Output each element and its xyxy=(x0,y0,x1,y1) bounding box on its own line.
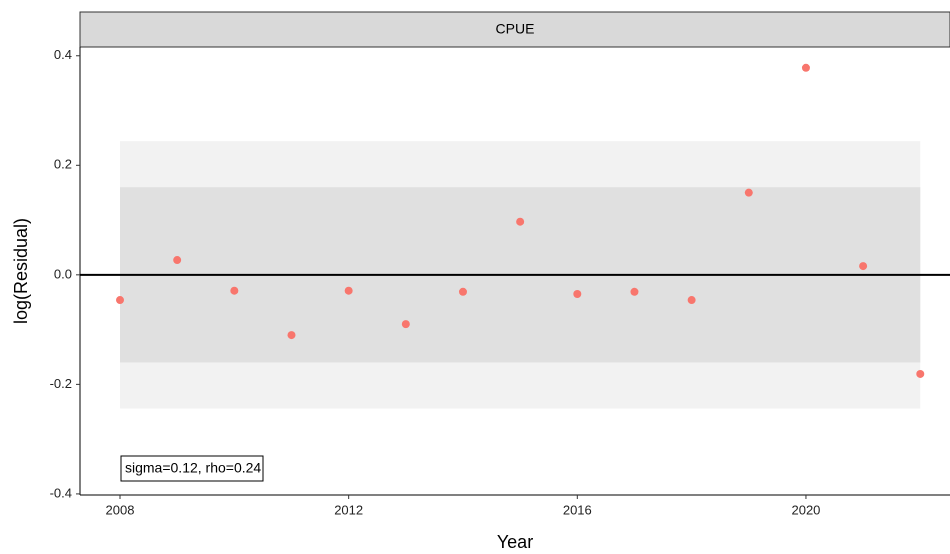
annotation-box xyxy=(120,455,264,482)
point xyxy=(173,256,182,265)
y-tick-label: 0.4 xyxy=(54,47,72,62)
x-tick-label: 2012 xyxy=(334,502,363,517)
strip xyxy=(79,11,950,48)
point xyxy=(630,287,639,296)
point xyxy=(458,287,467,296)
y-tick-label: -0.2 xyxy=(50,376,72,391)
point xyxy=(687,296,696,305)
y-tick-label: -0.4 xyxy=(50,485,72,500)
point xyxy=(116,296,125,305)
point xyxy=(801,63,810,72)
point xyxy=(573,290,582,299)
point xyxy=(744,188,753,197)
x-tick-label: 2008 xyxy=(106,502,135,517)
point xyxy=(287,331,296,340)
point xyxy=(859,262,868,271)
point xyxy=(344,286,353,295)
y-axis-title: log(Residual) xyxy=(11,218,31,324)
x-axis-title: Year xyxy=(497,532,533,552)
strip-title: CPUE xyxy=(496,21,535,37)
y-tick-label: 0.0 xyxy=(54,266,72,281)
point xyxy=(230,286,239,295)
point xyxy=(916,369,925,378)
x-tick-label: 2016 xyxy=(563,502,592,517)
annotation: sigma=0.12, rho=0.24 xyxy=(125,460,261,476)
y-tick-label: 0.2 xyxy=(54,157,72,172)
x-tick-label: 2020 xyxy=(791,502,820,517)
point xyxy=(401,320,410,329)
point xyxy=(516,217,525,226)
